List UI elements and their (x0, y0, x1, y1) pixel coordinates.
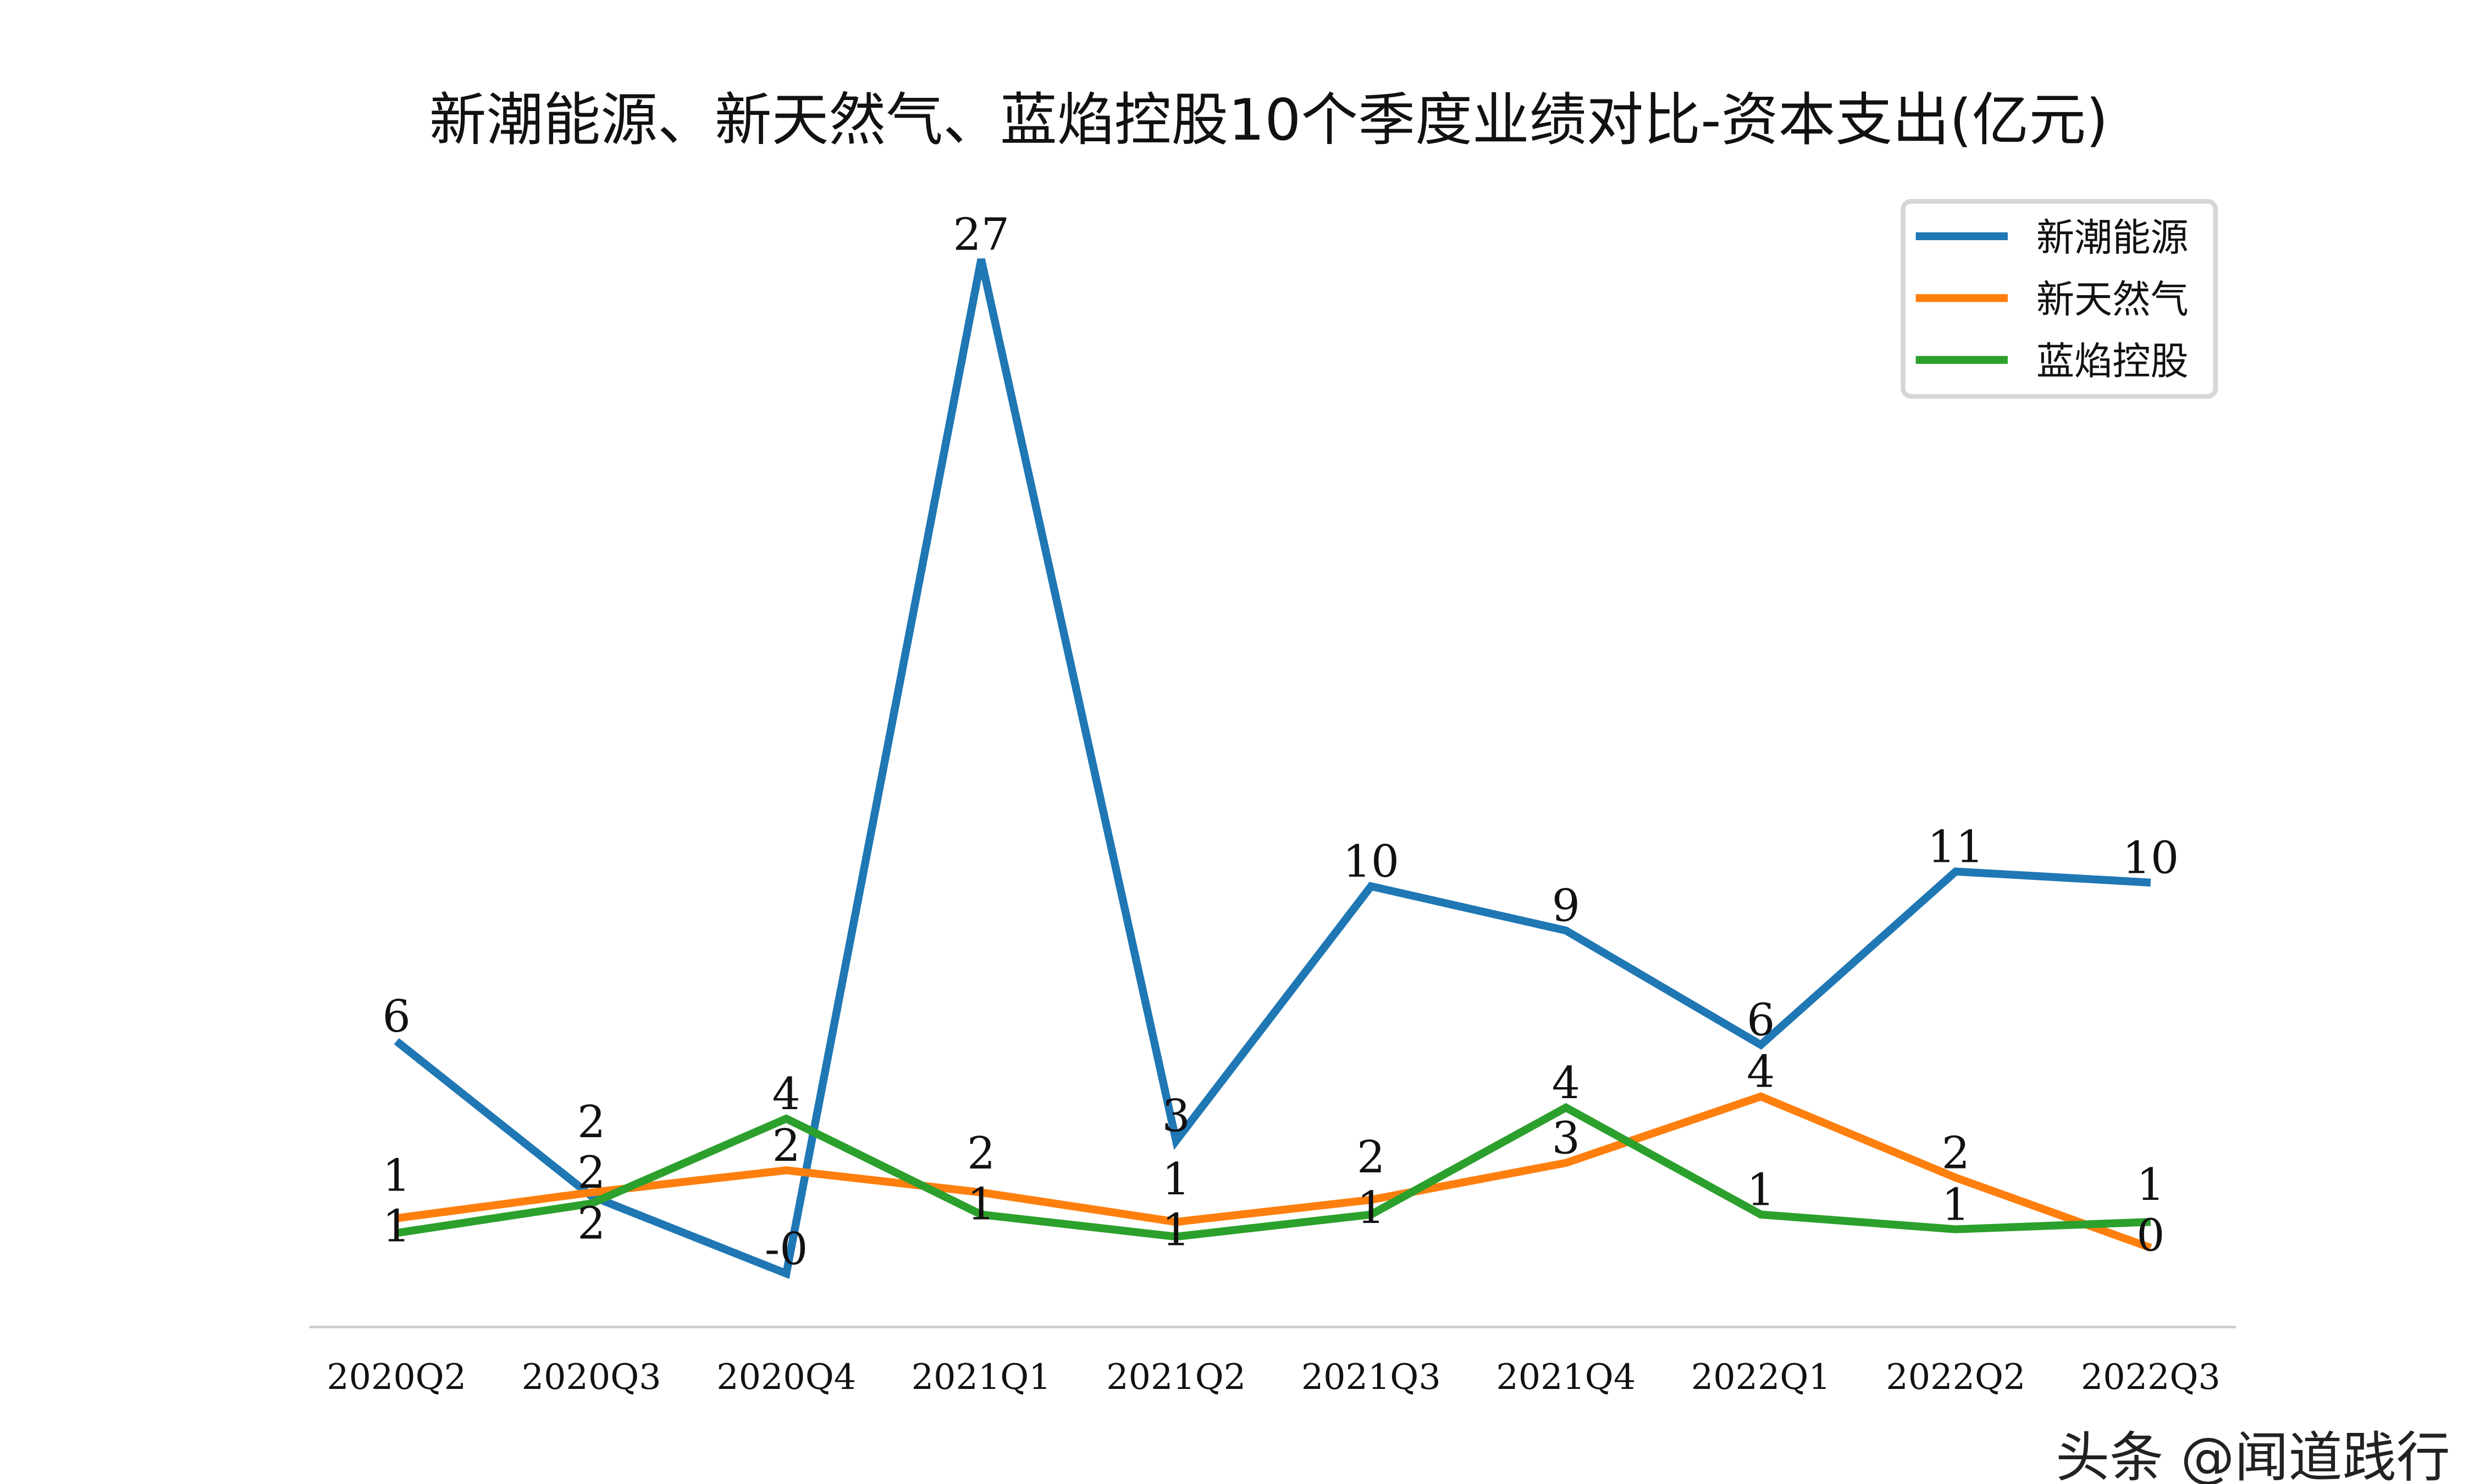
series-line-0 (394, 258, 2151, 1280)
legend-label: 新潮能源 (2036, 216, 2189, 260)
data-label: 2 (577, 1147, 605, 1199)
data-point (786, 1118, 787, 1119)
data-label: 2 (1357, 1132, 1385, 1183)
data-point (1175, 1140, 1177, 1141)
data-label: 1 (382, 1201, 410, 1253)
data-point (591, 1192, 592, 1193)
data-label: 4 (772, 1068, 800, 1120)
data-label: 4 (1552, 1057, 1580, 1109)
data-label: 1 (382, 1150, 410, 1201)
x-tick-label: 2021Q2 (1106, 1356, 1246, 1397)
x-tick-label: 2020Q4 (716, 1356, 856, 1397)
x-tick-label: 2021Q1 (912, 1356, 1051, 1397)
data-label: 1 (1942, 1179, 1970, 1231)
x-tick-label: 2022Q1 (1691, 1356, 1831, 1397)
data-label: 1 (1162, 1204, 1190, 1256)
data-label: 6 (382, 991, 410, 1043)
data-label: 1 (967, 1178, 995, 1230)
data-label: 0 (2136, 1210, 2164, 1262)
x-tick-label: 2021Q4 (1496, 1356, 1636, 1397)
data-label: 2 (772, 1120, 800, 1172)
x-tick-label: 2020Q2 (327, 1356, 466, 1397)
data-label: 11 (1928, 821, 1984, 873)
data-label: 2 (577, 1097, 605, 1148)
series-line-1 (396, 1092, 2152, 1252)
data-point (591, 1203, 592, 1204)
data-label: 2 (967, 1128, 995, 1180)
data-point (396, 1041, 397, 1042)
x-tick-label: 2020Q3 (522, 1356, 661, 1397)
x-tick-label: 2022Q2 (1886, 1356, 2025, 1397)
data-point (786, 1170, 787, 1171)
data-label: 1 (1747, 1164, 1775, 1216)
x-tick-label: 2021Q3 (1301, 1356, 1441, 1397)
legend-label: 新天然气 (2036, 278, 2189, 322)
x-tick-label: 2022Q3 (2081, 1356, 2221, 1397)
data-label: 2 (1942, 1127, 1970, 1179)
data-label: 1 (1357, 1182, 1385, 1234)
series-line-2 (396, 1103, 2151, 1241)
data-label: 1 (1162, 1154, 1190, 1205)
legend-box (1901, 199, 2218, 399)
data-label: 10 (1343, 836, 1399, 888)
data-label: 4 (1747, 1046, 1775, 1098)
data-label: 10 (2122, 832, 2179, 884)
data-label: 9 (1552, 881, 1580, 932)
chart-title: 新潮能源、新天然气、蓝焰控股10个季度业绩对比-资本支出(亿元) (429, 87, 2108, 153)
legend-label: 蓝焰控股 (2036, 340, 2189, 384)
data-label: 27 (953, 209, 1009, 261)
data-label: 3 (1162, 1090, 1190, 1142)
data-point (786, 1273, 787, 1274)
data-point (396, 1218, 397, 1219)
watermark: 头条 @闻道践行 (2056, 1427, 2450, 1484)
data-label: -0 (765, 1223, 808, 1275)
data-label: 6 (1747, 995, 1775, 1046)
data-label: 2 (577, 1198, 605, 1249)
data-label: 3 (1552, 1112, 1580, 1164)
data-label: 1 (2136, 1159, 2164, 1211)
